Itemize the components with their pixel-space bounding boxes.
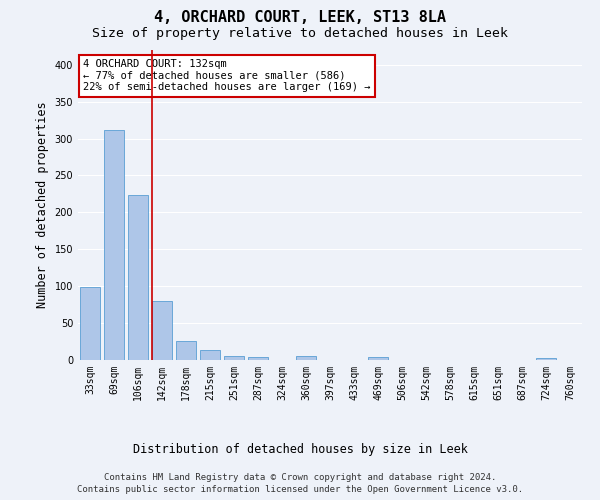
Bar (224, 356, 244, 360)
Text: 4 ORCHARD COURT: 132sqm
← 77% of detached houses are smaller (586)
22% of semi-d: 4 ORCHARD COURT: 132sqm ← 77% of detache… (83, 60, 371, 92)
Bar (128, 194, 148, 360)
Text: Contains HM Land Registry data © Crown copyright and database right 2024.: Contains HM Land Registry data © Crown c… (104, 472, 496, 482)
Bar (200, 350, 220, 360)
Bar (80, 287, 100, 360)
Bar (248, 357, 268, 360)
Text: Distribution of detached houses by size in Leek: Distribution of detached houses by size … (133, 442, 467, 456)
Y-axis label: Number of detached properties: Number of detached properties (36, 102, 49, 308)
Bar (152, 301, 172, 360)
Bar (296, 356, 316, 360)
Text: Contains public sector information licensed under the Open Government Licence v3: Contains public sector information licen… (77, 485, 523, 494)
Text: 4, ORCHARD COURT, LEEK, ST13 8LA: 4, ORCHARD COURT, LEEK, ST13 8LA (154, 10, 446, 25)
Bar (368, 357, 388, 360)
Bar (536, 358, 556, 360)
Bar (176, 341, 196, 360)
Bar (104, 130, 124, 360)
Text: Size of property relative to detached houses in Leek: Size of property relative to detached ho… (92, 28, 508, 40)
